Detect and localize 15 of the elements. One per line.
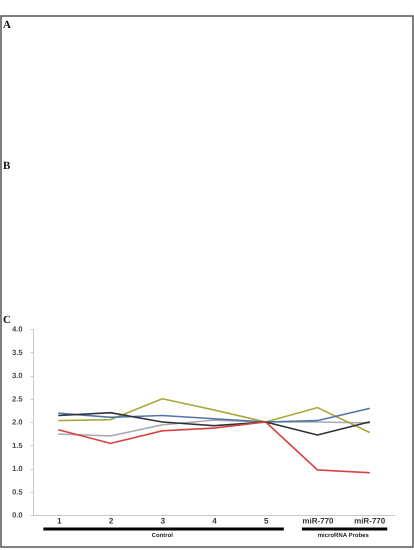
line-series [58, 421, 370, 474]
line-series [58, 419, 370, 437]
x-tick-label: miR-770 [302, 516, 334, 526]
line-series [58, 412, 370, 436]
line-series [58, 408, 370, 423]
x-tick-label: 5 [264, 516, 269, 526]
x-tick-label: 2 [108, 516, 114, 526]
x-tick-label: 1 [57, 516, 62, 526]
text: A [3, 19, 11, 31]
line-series [58, 398, 370, 434]
x-tick-label: miR-770 [354, 516, 386, 526]
text: B [3, 160, 11, 172]
x-tick-label: 4 [212, 516, 218, 526]
x-tick-label: 3 [160, 516, 166, 526]
chart-title: C [3, 314, 11, 326]
